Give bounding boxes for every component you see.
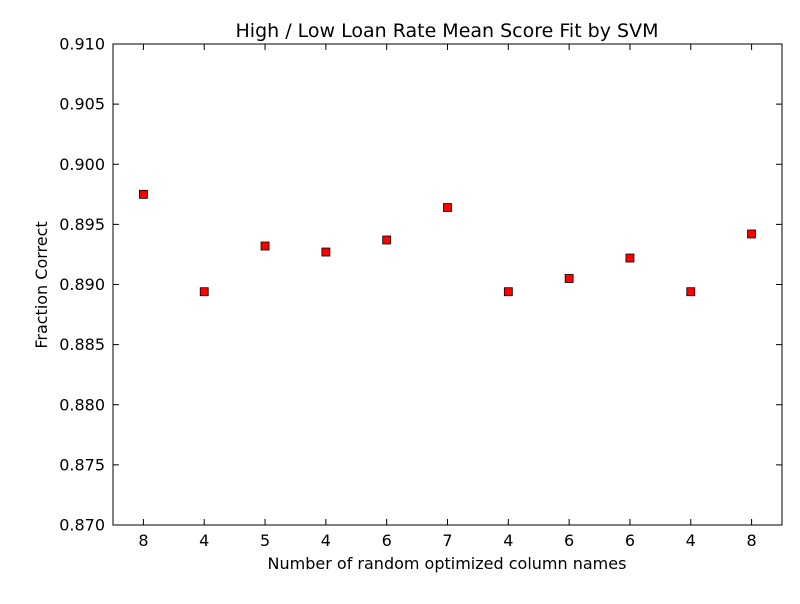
- plot-background: [113, 44, 782, 525]
- ticks-layer: 8 4 5 4 6 7 4 6 6 4 8 0.870 0.875 0.880 0.885 0.890 0.89…: [59, 35, 782, 550]
- x-tick-label: 4: [686, 531, 696, 550]
- y-tick-label: 0.905: [59, 95, 105, 114]
- points-layer: [139, 189, 756, 297]
- data-point: [625, 253, 635, 263]
- y-tick-label: 0.875: [59, 455, 105, 474]
- data-point: [443, 203, 452, 212]
- x-tick-label: 6: [564, 531, 574, 550]
- x-tick-label: 4: [199, 531, 209, 550]
- plot-frame: [112, 43, 783, 526]
- x-tick-label: 4: [321, 531, 331, 550]
- data-point: [686, 287, 696, 297]
- chart-title: High / Low Loan Rate Mean Score Fit by S…: [236, 20, 659, 42]
- x-tick-label: 8: [138, 531, 148, 550]
- data-point: [564, 274, 574, 283]
- data-point: [199, 287, 209, 297]
- y-tick-label: 0.890: [59, 275, 105, 294]
- y-tick-label: 0.910: [59, 35, 105, 54]
- y-tick-label: 0.880: [59, 395, 105, 414]
- y-axis-label: Fraction Correct: [32, 221, 51, 348]
- y-tick-label: 0.895: [59, 215, 105, 234]
- data-point: [747, 229, 756, 239]
- x-tick-label: 7: [442, 531, 452, 550]
- y-tick-label: 0.870: [59, 516, 105, 535]
- data-point: [139, 189, 148, 199]
- x-tick-label: 6: [625, 531, 635, 550]
- x-tick-label: 8: [746, 531, 756, 550]
- y-tick-label: 0.900: [59, 155, 105, 174]
- data-point: [260, 241, 270, 251]
- x-tick-label: 4: [503, 531, 513, 550]
- data-point: [503, 287, 513, 297]
- x-tick-label: 5: [260, 531, 270, 550]
- data-point: [321, 247, 331, 257]
- data-point: [382, 235, 392, 245]
- x-tick-label: 6: [382, 531, 392, 550]
- y-tick-label: 0.885: [59, 335, 105, 354]
- x-axis-label: Number of random optimized column names: [268, 554, 627, 573]
